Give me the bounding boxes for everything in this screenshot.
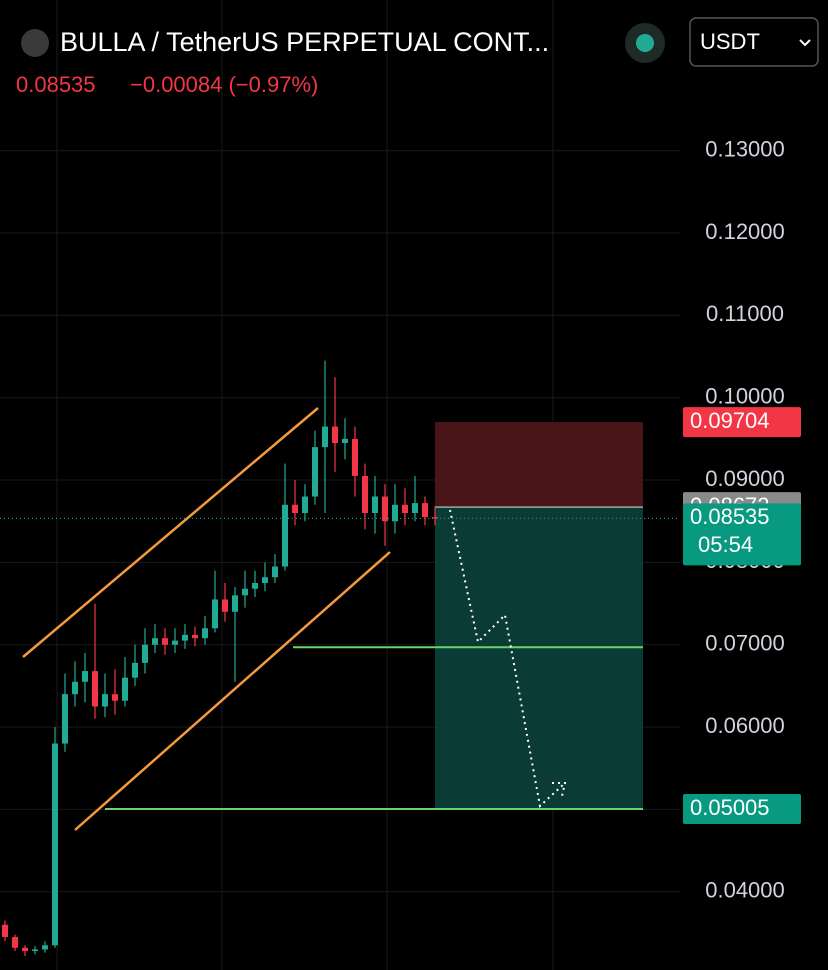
target-tag-bg [683, 794, 801, 825]
candle-body [62, 694, 68, 744]
candle-body [2, 924, 8, 938]
candle-body [102, 694, 108, 707]
channel-line [22, 407, 319, 658]
candle-body [312, 447, 318, 497]
candle-body [92, 671, 98, 707]
candle-body [32, 949, 38, 952]
y-tick-label: 0.04000 [705, 878, 785, 903]
candle-body [72, 681, 78, 695]
candle-body [372, 496, 378, 513]
dropdown-caret [799, 39, 811, 47]
price-change: −0.00084 (−0.97%) [130, 72, 318, 97]
candle-body [12, 937, 18, 948]
candle-body [352, 438, 358, 476]
y-tick-label: 0.06000 [705, 713, 785, 738]
status-dot [636, 34, 654, 52]
y-tick-label: 0.12000 [705, 219, 785, 244]
symbol-icon [21, 29, 49, 57]
candle-body [122, 677, 128, 701]
y-tick-label: 0.10000 [705, 384, 785, 409]
candle-body [302, 496, 308, 513]
candle-body [392, 504, 398, 522]
plot [0, 150, 680, 957]
arrow-head [552, 782, 567, 797]
candle-body [22, 947, 28, 952]
stop-tag: 0.09704 [690, 408, 770, 433]
candle-body [212, 599, 218, 629]
candle-body [152, 638, 158, 645]
channel-line [74, 551, 391, 831]
candle-body [262, 577, 268, 583]
candle-body [422, 503, 428, 518]
candle-body [82, 671, 88, 682]
last-price-tag: 0.08535 [690, 504, 770, 529]
candle-body [282, 504, 288, 567]
candle-body [242, 588, 248, 596]
projection-path [449, 509, 566, 808]
candle-body [142, 644, 148, 663]
candle-body [172, 640, 178, 645]
candle-body [252, 582, 258, 589]
countdown: 05:54 [698, 532, 753, 557]
last-price-tag-bg [683, 503, 801, 566]
candle-body [382, 496, 388, 522]
y-tick-label: 0.07000 [705, 631, 785, 656]
candle-body [192, 634, 198, 639]
candle-body [222, 599, 228, 612]
currency-label: USDT [700, 29, 760, 54]
candle-body [332, 426, 338, 444]
header: BULLA / TetherUS PERPETUAL CONT... 0.085… [16, 17, 819, 97]
stop-zone [435, 422, 643, 508]
candle-body [362, 475, 368, 513]
currency-select[interactable] [689, 17, 819, 67]
candle-body [272, 566, 278, 578]
last-price: 0.08535 [16, 72, 96, 97]
candle-body [162, 638, 168, 645]
target-tag: 0.05005 [690, 795, 770, 820]
candle-body [402, 504, 408, 513]
candle-body [342, 438, 348, 444]
stop-tag-bg [683, 407, 801, 438]
target-zone [435, 507, 643, 810]
y-tick-label: 0.09000 [705, 466, 785, 491]
candle-body [292, 504, 298, 513]
y-tick-label: 0.13000 [705, 137, 785, 162]
candle-body [412, 503, 418, 513]
candle-body [202, 628, 208, 639]
candle-body [182, 634, 188, 641]
channel [22, 407, 391, 831]
candle-body [232, 595, 238, 612]
candle-body [322, 426, 328, 448]
y-tick-label: 0.11000 [706, 301, 784, 326]
candle-body [112, 694, 118, 701]
candle-body [432, 517, 438, 519]
symbol-title: BULLA / TetherUS PERPETUAL CONT... [60, 27, 549, 57]
projection-arrow [449, 509, 567, 808]
candle-body [42, 945, 48, 950]
candle-body [52, 743, 58, 946]
candle-body [132, 662, 138, 678]
